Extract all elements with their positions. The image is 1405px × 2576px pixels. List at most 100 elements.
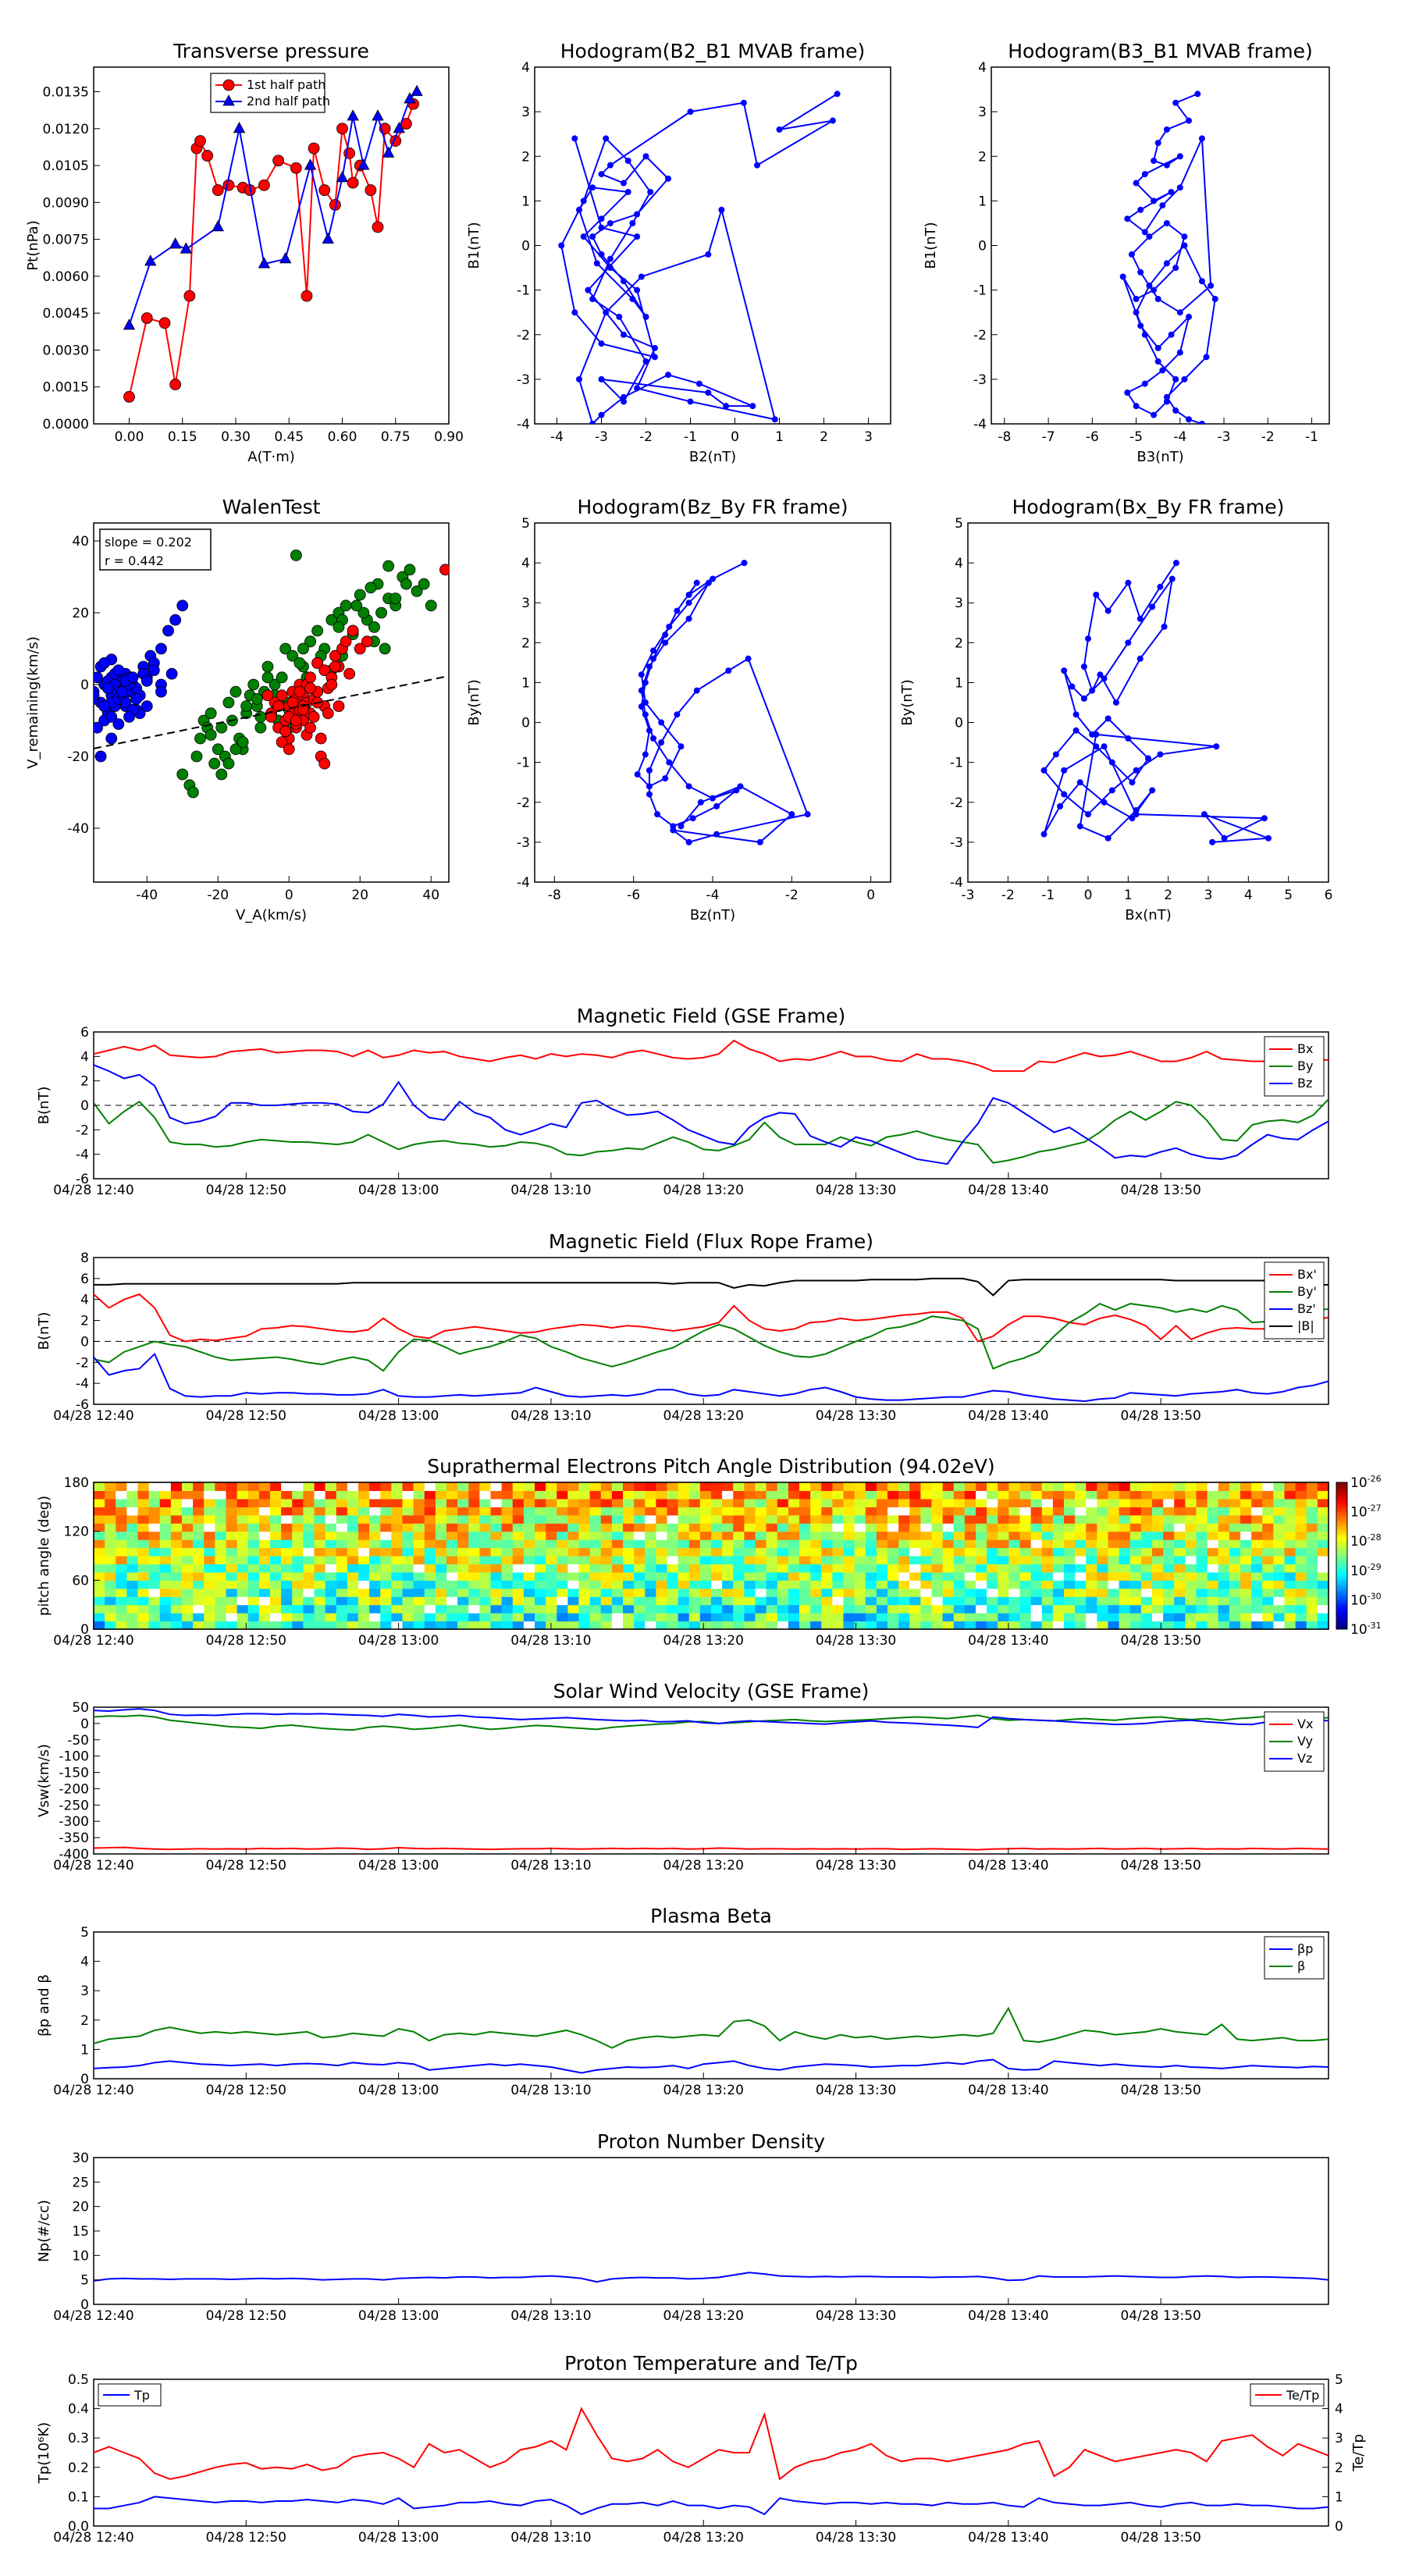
pitch-angle-distribution-cell bbox=[292, 1564, 304, 1573]
pitch-angle-distribution-cell bbox=[303, 1531, 315, 1540]
pitch-angle-distribution-cell bbox=[490, 1580, 503, 1589]
magnetic-field-gse-ytick-label: -6 bbox=[76, 1172, 89, 1187]
pitch-angle-distribution-cell bbox=[292, 1514, 304, 1524]
pitch-angle-distribution-cell bbox=[435, 1523, 447, 1532]
pitch-angle-distribution-cell bbox=[468, 1490, 480, 1500]
pitch-angle-distribution-cell bbox=[1075, 1490, 1087, 1500]
pitch-angle-distribution-cell bbox=[1185, 1621, 1197, 1630]
pitch-angle-distribution-cell bbox=[281, 1604, 293, 1614]
magnetic-field-gse-xtick-label: 04/28 13:30 bbox=[816, 1183, 896, 1198]
pitch-angle-distribution-cell bbox=[1273, 1482, 1286, 1492]
walen-test-data-point bbox=[315, 732, 327, 745]
hodogram-bz-by-data-point bbox=[642, 711, 649, 718]
pitch-angle-distribution-cell bbox=[998, 1596, 1009, 1606]
pitch-angle-distribution-cell bbox=[1273, 1507, 1286, 1516]
pitch-angle-distribution-cell bbox=[711, 1514, 723, 1524]
pitch-angle-distribution-cell bbox=[1185, 1564, 1197, 1573]
hodogram-bx-by-data-point bbox=[1136, 615, 1144, 622]
pitch-angle-distribution-cell bbox=[479, 1482, 492, 1492]
pitch-angle-distribution-cell bbox=[523, 1531, 535, 1540]
pitch-angle-distribution-cell bbox=[931, 1556, 944, 1565]
pitch-angle-distribution-cell bbox=[303, 1564, 315, 1573]
pitch-angle-distribution-cell bbox=[369, 1604, 381, 1614]
pitch-angle-distribution-cell bbox=[1207, 1514, 1219, 1524]
pitch-angle-distribution-cell bbox=[226, 1539, 238, 1549]
pitch-angle-distribution-cell bbox=[501, 1514, 514, 1524]
pitch-angle-distribution-cell bbox=[1119, 1588, 1131, 1597]
pitch-angle-distribution-cell bbox=[1163, 1613, 1175, 1622]
pitch-angle-distribution-cell bbox=[226, 1564, 238, 1573]
hodogram-bz-by-data-point bbox=[662, 632, 669, 639]
pitch-angle-distribution-cell bbox=[843, 1547, 855, 1557]
hodogram-bx-by-plot-area bbox=[967, 522, 1329, 883]
pitch-angle-distribution-cell bbox=[435, 1604, 447, 1614]
pitch-angle-distribution-cell bbox=[501, 1547, 514, 1557]
plasma-beta-ytick-label: 2 bbox=[80, 2013, 89, 2029]
pitch-angle-distribution-cell bbox=[876, 1556, 888, 1565]
pitch-angle-distribution-cell bbox=[976, 1596, 987, 1606]
pitch-angle-distribution-cell bbox=[799, 1514, 811, 1524]
magnetic-field-fr-xtick-label: 04/28 13:20 bbox=[663, 1408, 744, 1424]
pitch-angle-distribution-cell bbox=[843, 1556, 855, 1565]
pitch-angle-distribution-cell bbox=[1218, 1571, 1230, 1581]
pitch-angle-distribution-cell bbox=[909, 1613, 921, 1622]
pitch-angle-distribution-cell bbox=[898, 1482, 910, 1492]
pitch-angle-distribution-cell bbox=[920, 1588, 933, 1597]
pitch-angle-distribution-cell bbox=[479, 1596, 492, 1606]
pitch-angle-distribution-cell bbox=[1284, 1531, 1297, 1540]
proton-temperature-ytick-label: 2 bbox=[1335, 2460, 1343, 2476]
pitch-angle-distribution-cell bbox=[1207, 1498, 1219, 1507]
hodogram-bx-by-data-point bbox=[1072, 727, 1080, 734]
walen-test-annotation-box bbox=[99, 528, 212, 571]
pitch-angle-distribution-cell bbox=[170, 1596, 183, 1606]
pitch-angle-distribution-cell bbox=[744, 1621, 756, 1630]
pitch-angle-distribution-cell bbox=[578, 1490, 591, 1500]
pitch-angle-distribution-cell bbox=[523, 1571, 535, 1581]
proton-temperature-xtick-label: 04/28 13:50 bbox=[1120, 2530, 1200, 2546]
pitch-angle-distribution-cell bbox=[667, 1564, 679, 1573]
solar-wind-velocity-xtick-label: 04/28 12:50 bbox=[206, 1858, 286, 1873]
pitch-angle-distribution-cell bbox=[215, 1514, 227, 1524]
pitch-angle-distribution-cell bbox=[821, 1514, 833, 1524]
walen-test-data-point bbox=[208, 757, 221, 770]
hodogram-bz-by-ytick-label: 1 bbox=[521, 675, 530, 691]
pitch-angle-distribution-cell bbox=[623, 1531, 635, 1540]
pitch-angle-distribution-colorbar-segment bbox=[1336, 1504, 1347, 1507]
pitch-angle-distribution-cell bbox=[1284, 1482, 1297, 1492]
plasma-beta-ytick-label: 3 bbox=[80, 1984, 89, 1999]
proton-number-density-ytick-label: 15 bbox=[72, 2224, 89, 2240]
pitch-angle-distribution-cell bbox=[557, 1564, 568, 1573]
pitch-angle-distribution-cell bbox=[226, 1580, 238, 1589]
pitch-angle-distribution-cell bbox=[755, 1596, 767, 1606]
pitch-angle-distribution-ytick-label: 60 bbox=[72, 1573, 89, 1589]
hodogram-b2-b1-xtick-label: -4 bbox=[550, 429, 564, 445]
hodogram-bz-by-data-point bbox=[646, 727, 653, 734]
hodogram-bx-by-data-point bbox=[1097, 671, 1104, 678]
pitch-angle-distribution-colorbar-segment bbox=[1336, 1535, 1347, 1539]
pitch-angle-distribution-cell bbox=[391, 1482, 404, 1492]
pitch-angle-distribution-cell bbox=[1240, 1580, 1252, 1589]
pitch-angle-distribution-cell bbox=[832, 1556, 845, 1565]
pitch-angle-distribution-cell bbox=[1041, 1547, 1054, 1557]
pitch-angle-distribution-cell bbox=[1052, 1523, 1065, 1532]
pitch-angle-distribution-cell bbox=[887, 1556, 899, 1565]
pitch-angle-distribution-cell bbox=[711, 1523, 723, 1532]
pitch-angle-distribution-cell bbox=[325, 1490, 337, 1500]
pitch-angle-distribution-cell bbox=[711, 1539, 723, 1549]
walen-test-data-point bbox=[304, 682, 316, 694]
pitch-angle-distribution-cell bbox=[898, 1588, 910, 1597]
pitch-angle-distribution-cell bbox=[512, 1523, 525, 1532]
magnetic-field-fr-ytick-label: 4 bbox=[80, 1293, 89, 1308]
pitch-angle-distribution-cell bbox=[678, 1604, 690, 1614]
pitch-angle-distribution-cell bbox=[380, 1564, 392, 1573]
pitch-angle-distribution-cell bbox=[976, 1539, 987, 1549]
pitch-angle-distribution-cell bbox=[557, 1588, 568, 1597]
pitch-angle-distribution-cell bbox=[446, 1613, 458, 1622]
hodogram-bz-by-data-point bbox=[638, 671, 645, 678]
pitch-angle-distribution-cell bbox=[865, 1571, 877, 1581]
pitch-angle-distribution-cell bbox=[237, 1564, 249, 1573]
magnetic-field-gse-chart: Magnetic Field (GSE Frame)04/28 12:40 04/… bbox=[36, 1005, 1329, 1198]
pitch-angle-distribution-cell bbox=[193, 1604, 205, 1614]
pitch-angle-distribution-cell bbox=[94, 1507, 105, 1516]
pitch-angle-distribution-cell bbox=[292, 1498, 304, 1507]
